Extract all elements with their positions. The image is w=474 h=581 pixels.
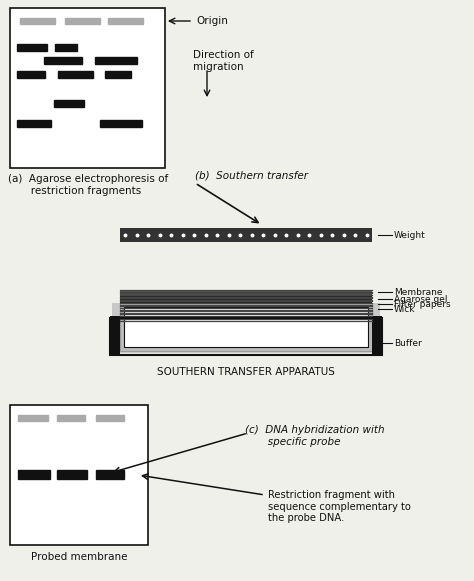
Bar: [105, 71, 131, 78]
Text: Agarose gel: Agarose gel: [394, 295, 447, 303]
Bar: [96, 415, 124, 421]
Bar: [55, 44, 77, 51]
Bar: [54, 100, 84, 107]
Bar: [112, 303, 380, 353]
Text: Origin: Origin: [196, 16, 228, 26]
Bar: [100, 120, 142, 127]
Text: Weight: Weight: [394, 231, 426, 239]
Bar: [96, 470, 124, 479]
Bar: [110, 318, 382, 355]
Bar: [57, 415, 85, 421]
Bar: [10, 405, 148, 545]
Bar: [17, 44, 47, 51]
Text: Filter papers: Filter papers: [394, 299, 451, 309]
Bar: [18, 470, 50, 479]
Bar: [120, 295, 372, 303]
Bar: [120, 228, 372, 242]
Bar: [18, 415, 48, 421]
Text: SOUTHERN TRANSFER APPARATUS: SOUTHERN TRANSFER APPARATUS: [157, 367, 335, 377]
Text: Direction of
migration: Direction of migration: [193, 50, 254, 71]
Bar: [372, 316, 382, 355]
Bar: [58, 71, 93, 78]
Bar: [17, 71, 45, 78]
Text: (c)  DNA hybridization with
       specific probe: (c) DNA hybridization with specific prob…: [245, 425, 384, 447]
Bar: [20, 18, 55, 24]
Bar: [10, 8, 165, 168]
Bar: [17, 120, 51, 127]
Text: Buffer: Buffer: [394, 339, 422, 347]
Text: Restriction fragment with
sequence complementary to
the probe DNA.: Restriction fragment with sequence compl…: [268, 490, 411, 523]
Bar: [120, 303, 372, 351]
Text: (b)  Southern transfer: (b) Southern transfer: [195, 170, 308, 180]
Bar: [44, 57, 82, 64]
Bar: [124, 307, 368, 347]
Text: Membrane: Membrane: [394, 288, 443, 296]
Bar: [120, 290, 372, 295]
Bar: [95, 57, 137, 64]
Text: Wick: Wick: [394, 304, 416, 314]
Bar: [108, 18, 143, 24]
Text: Probed membrane: Probed membrane: [31, 552, 127, 562]
Bar: [110, 316, 120, 355]
Bar: [57, 470, 87, 479]
Bar: [65, 18, 100, 24]
Text: (a)  Agarose electrophoresis of
       restriction fragments: (a) Agarose electrophoresis of restricti…: [8, 174, 168, 196]
